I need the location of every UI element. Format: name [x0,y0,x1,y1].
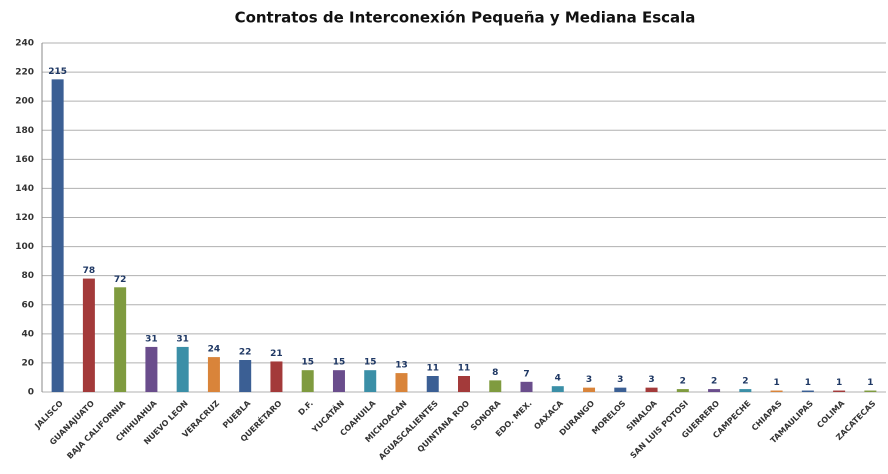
y-tick-label: 140 [15,184,34,194]
bar [583,387,596,392]
y-tick-label: 20 [21,358,34,368]
x-tick-label: MORELOS [590,399,627,436]
value-label: 1 [836,378,842,388]
value-label: 13 [395,361,408,371]
y-tick-label: 240 [15,39,34,49]
value-label: 3 [617,375,623,385]
value-label: 11 [458,364,471,374]
bar [739,389,752,392]
bar [864,390,877,392]
y-tick-label: 200 [15,97,34,107]
bar [676,389,689,392]
value-label: 24 [208,345,221,355]
value-label: 2 [711,377,717,387]
bar [395,373,408,392]
y-tick-label: 180 [15,126,34,136]
value-label: 4 [555,374,561,384]
value-label: 15 [364,358,377,368]
value-label: 3 [586,375,592,385]
value-label: 78 [83,266,96,276]
value-label: 31 [176,334,189,344]
value-label: 2 [680,377,686,387]
bar [239,360,252,392]
bar [645,387,658,392]
bar [145,346,158,392]
value-label: 2 [742,377,748,387]
bar [207,357,220,392]
bar [551,386,564,392]
y-tick-label: 0 [28,388,34,398]
bar [270,361,283,392]
value-label: 22 [239,348,252,358]
bar [520,381,533,392]
bar [614,387,627,392]
value-label: 1 [805,378,811,388]
value-label: 8 [492,368,498,378]
bar [82,278,95,392]
value-label: 72 [114,275,127,285]
value-label: 7 [523,369,529,379]
x-tick-label: AGUASCALIENTES [377,399,440,462]
bar [708,389,721,392]
y-tick-label: 60 [21,300,34,310]
y-tick-label: 160 [15,155,34,165]
y-tick-label: 220 [15,68,34,78]
value-label: 215 [48,67,67,77]
chart-title: Contratos de Interconexión Pequeña y Med… [235,9,696,27]
y-tick-label: 40 [21,329,34,339]
value-label: 1 [773,378,779,388]
bar [364,370,377,392]
bar [176,346,189,392]
x-tick-label: D.F. [296,399,314,417]
y-tick-label: 100 [15,242,34,252]
bar [426,376,439,392]
bar [332,370,345,392]
y-tick-label: 80 [21,271,34,281]
value-label: 15 [333,358,346,368]
y-tick-label: 120 [15,213,34,223]
x-tick-label: JALISCO [33,399,65,431]
value-label: 11 [426,364,439,374]
bar [770,390,783,392]
bar [833,390,846,392]
value-label: 3 [648,375,654,385]
value-label: 21 [270,349,283,359]
bar [489,380,502,392]
bar [458,376,470,392]
x-tick-label: SAN LUIS POTOSI [629,399,690,460]
value-label: 31 [145,334,158,344]
x-tick-label: BAJA CALIFORNIA [65,398,128,461]
bar [51,79,64,393]
bar [114,287,127,392]
bar [801,390,814,392]
x-tick-label: COLIMA [815,398,847,430]
bar [301,370,314,392]
value-label: 15 [301,358,314,368]
x-tick-label: OAXACA [532,398,565,431]
x-tick-label: PUEBLA [221,398,253,430]
value-label: 1 [867,378,873,388]
